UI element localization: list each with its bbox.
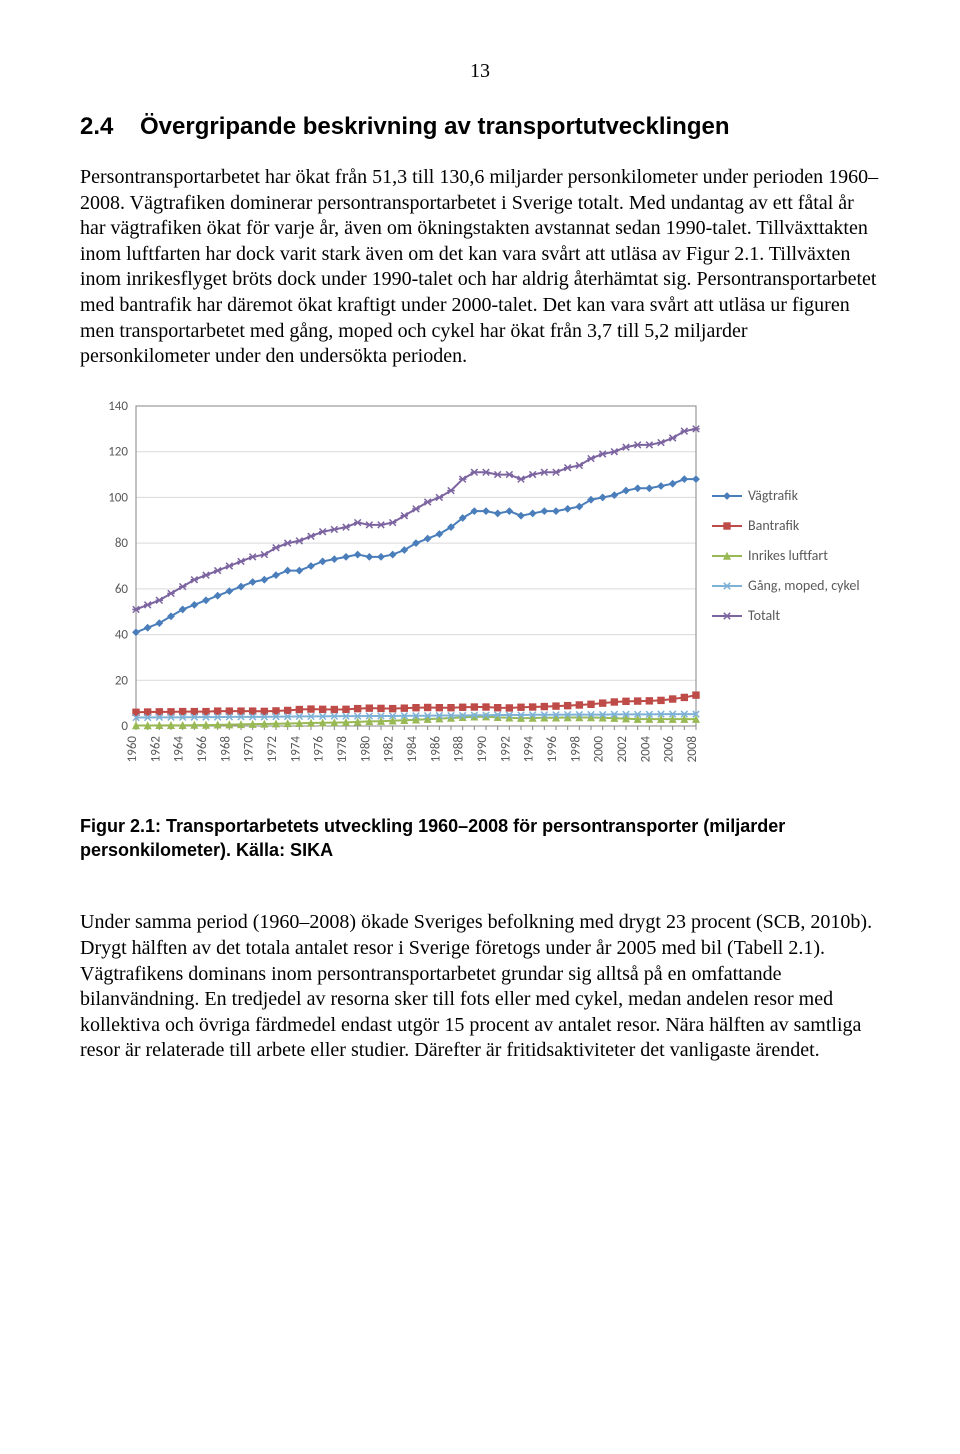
svg-text:1988: 1988 xyxy=(452,735,467,762)
transport-chart: 0 20 40 60 80 100 120 140 1960 1962 1964 1966 1968 19… xyxy=(80,396,880,786)
svg-text:20: 20 xyxy=(115,673,129,688)
paragraph-1: Persontransportarbetet har ökat från 51,… xyxy=(80,165,880,370)
svg-text:40: 40 xyxy=(115,627,129,642)
svg-text:2004: 2004 xyxy=(638,735,653,762)
paragraph-2: Under samma period (1960–2008) ökade Sve… xyxy=(80,910,880,1064)
svg-text:2006: 2006 xyxy=(662,735,677,762)
svg-text:1990: 1990 xyxy=(475,735,490,762)
svg-text:Gång, moped, cykel: Gång, moped, cykel xyxy=(748,577,860,594)
svg-text:1982: 1982 xyxy=(382,735,397,762)
svg-text:0: 0 xyxy=(121,719,128,734)
page-number: 13 xyxy=(80,60,880,83)
svg-text:2008: 2008 xyxy=(685,735,700,762)
svg-text:140: 140 xyxy=(108,399,128,414)
svg-text:1964: 1964 xyxy=(172,735,187,762)
svg-text:1980: 1980 xyxy=(358,735,373,762)
svg-text:2002: 2002 xyxy=(615,735,630,762)
svg-text:1994: 1994 xyxy=(522,735,537,762)
svg-text:Vägtrafik: Vägtrafik xyxy=(748,487,799,504)
svg-text:Inrikes luftfart: Inrikes luftfart xyxy=(748,547,828,564)
svg-text:2000: 2000 xyxy=(592,735,607,762)
svg-text:1998: 1998 xyxy=(568,735,583,762)
svg-text:80: 80 xyxy=(115,536,129,551)
svg-text:Bantrafik: Bantrafik xyxy=(748,517,800,534)
svg-text:1986: 1986 xyxy=(428,735,443,762)
svg-text:1992: 1992 xyxy=(498,735,513,762)
svg-text:1962: 1962 xyxy=(148,735,163,762)
svg-text:1968: 1968 xyxy=(218,735,233,762)
section-heading: 2.4Övergripande beskrivning av transport… xyxy=(80,113,880,141)
svg-text:100: 100 xyxy=(108,490,128,505)
chart-svg: 0 20 40 60 80 100 120 140 1960 1962 1964 1966 1968 19… xyxy=(80,396,880,786)
figure-caption: Figur 2.1: Transportarbetets utveckling … xyxy=(80,814,880,863)
svg-text:1974: 1974 xyxy=(288,735,303,762)
svg-text:1970: 1970 xyxy=(242,735,257,762)
svg-text:1978: 1978 xyxy=(335,735,350,762)
heading-title: Övergripande beskrivning av transportutv… xyxy=(140,113,730,140)
svg-text:1966: 1966 xyxy=(195,735,210,762)
svg-text:1996: 1996 xyxy=(545,735,560,762)
svg-text:120: 120 xyxy=(108,444,128,459)
heading-number: 2.4 xyxy=(80,113,140,141)
svg-text:Totalt: Totalt xyxy=(748,607,780,624)
svg-text:1960: 1960 xyxy=(125,735,140,762)
svg-text:60: 60 xyxy=(115,582,129,597)
svg-text:1972: 1972 xyxy=(265,735,280,762)
svg-text:1976: 1976 xyxy=(312,735,327,762)
svg-text:1984: 1984 xyxy=(405,735,420,762)
